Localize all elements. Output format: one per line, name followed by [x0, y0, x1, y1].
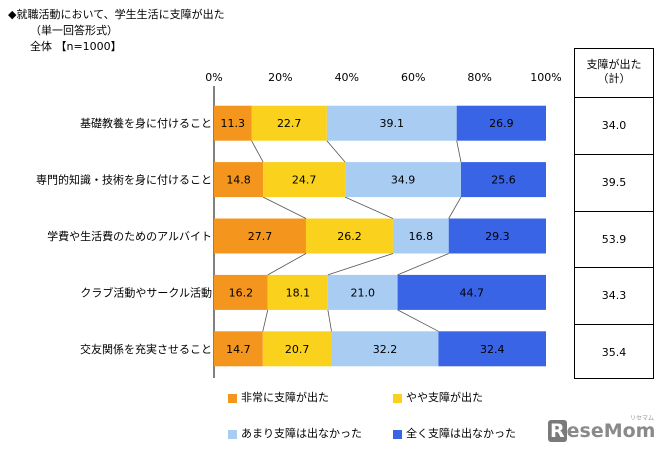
category-label: クラブ活動やサークル活動 [80, 285, 212, 299]
total-value: 35.4 [574, 323, 654, 380]
bar-segment [448, 218, 546, 254]
category-label: 専門的知識・技術を身に付けること [36, 173, 212, 187]
legend-label: あまり支障は出なかった [241, 427, 362, 440]
bar-segment [267, 274, 328, 310]
bar-segment [345, 162, 462, 198]
data-label: 24.7 [292, 174, 317, 187]
bar-segment [392, 218, 449, 254]
connector-line [262, 309, 269, 332]
legend-swatch [393, 429, 402, 439]
bar-segment [214, 218, 306, 254]
data-label: 14.8 [226, 174, 251, 187]
data-label: 16.2 [229, 286, 254, 299]
chart-subtitle: （単一回答形式） [30, 24, 118, 37]
data-label: 21.0 [350, 286, 375, 299]
bar-segment [214, 331, 263, 367]
totals-header-line2: （計） [597, 72, 631, 85]
data-label: 18.1 [286, 286, 311, 299]
data-label: 25.6 [491, 174, 516, 187]
x-tick-label: 20% [268, 71, 292, 84]
x-tick-label: 0% [205, 71, 222, 84]
totals-header: 支障が出た （計） [574, 48, 654, 98]
data-label: 26.9 [489, 117, 514, 130]
data-label: 20.7 [285, 343, 310, 356]
data-label: 29.3 [485, 230, 510, 243]
data-label: 16.8 [409, 230, 434, 243]
x-tick-label: 100% [530, 71, 561, 84]
chart-title: ◆就職活動において、学生生活に支障が出た [8, 8, 225, 21]
bar-segment [461, 162, 546, 198]
bar-segment [326, 105, 457, 141]
total-value: 34.0 [601, 119, 627, 132]
data-label: 22.7 [277, 117, 302, 130]
sample-size-label: 全体 【n=1000】 [30, 40, 122, 53]
connector-line [397, 253, 449, 276]
bar-segment [438, 331, 546, 367]
totals-header-line1: 支障が出た [586, 58, 642, 71]
resemom-logo-sub: リセマム [630, 415, 655, 422]
data-label: 34.9 [391, 174, 416, 187]
bar-segment [331, 331, 439, 367]
legend-label: 非常に支障が出た [241, 391, 329, 404]
bar-segment [214, 274, 268, 310]
bar-segment [305, 218, 393, 254]
legend-item: 全く支障は出なかった [393, 428, 516, 440]
connector-line [397, 309, 439, 332]
data-label: 11.3 [221, 117, 246, 130]
data-label: 27.7 [248, 230, 273, 243]
bar-segment [456, 105, 546, 141]
data-label: 32.4 [480, 343, 505, 356]
connector-line [327, 309, 332, 332]
category-label: 基礎教養を身に付けること [80, 116, 212, 130]
x-tick-label: 60% [401, 71, 425, 84]
x-tick-label: 80% [467, 71, 491, 84]
category-label: 交友関係を充実させること [80, 342, 212, 356]
totals-table [574, 97, 654, 379]
x-tick-label: 40% [335, 71, 359, 84]
data-label: 44.7 [460, 286, 485, 299]
bar-segment [251, 105, 327, 141]
connector-line [448, 196, 462, 219]
connector-line [262, 196, 307, 219]
legend-swatch [393, 393, 402, 403]
bar-segment [214, 105, 252, 141]
connector-line [326, 140, 346, 163]
connector-line [344, 196, 394, 219]
bar-segment [263, 162, 346, 198]
legend-label: やや支障が出た [406, 391, 483, 404]
data-label: 32.2 [373, 343, 398, 356]
total-value: 34.3 [574, 267, 654, 323]
category-label: 学費や生活費のためのアルバイト [47, 229, 212, 243]
data-label: 14.7 [226, 343, 251, 356]
bar-segment [397, 274, 546, 310]
data-label: 39.1 [380, 117, 405, 130]
bar-segment [214, 162, 264, 198]
connector-line [327, 253, 394, 276]
total-value: 53.9 [574, 210, 654, 267]
connector-line [267, 253, 307, 276]
connector-line [456, 140, 462, 163]
bar-segment [262, 331, 332, 367]
total-value: 39.5 [574, 154, 654, 210]
legend-swatch [228, 393, 237, 403]
data-label: 26.2 [337, 230, 362, 243]
legend-item: あまり支障は出なかった [228, 428, 362, 440]
bar-segment [327, 274, 398, 310]
legend-swatch [228, 429, 237, 439]
legend-item: やや支障が出た [393, 392, 483, 404]
legend-label: 全く支障は出なかった [406, 427, 516, 440]
connector-line [251, 140, 264, 163]
legend-item: 非常に支障が出た [228, 392, 329, 404]
